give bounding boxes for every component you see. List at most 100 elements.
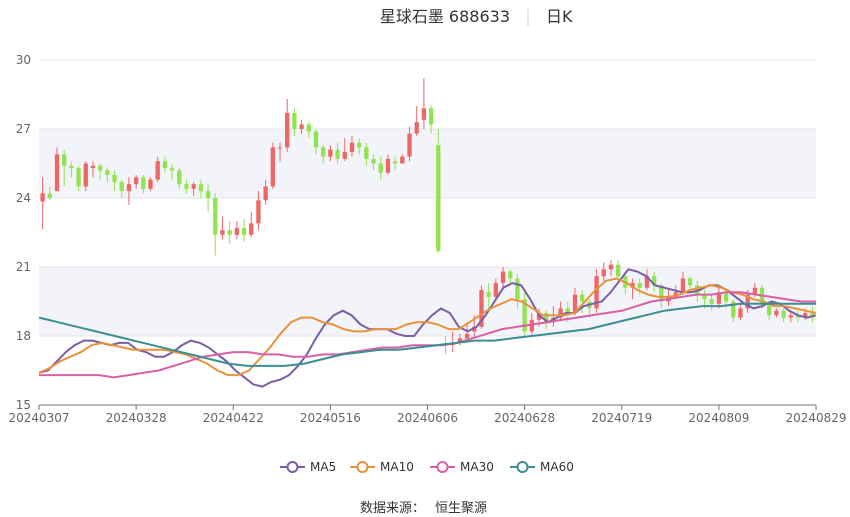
- candle-body: [76, 168, 81, 187]
- candle-body: [335, 149, 340, 159]
- candle-body: [328, 149, 333, 157]
- candle: [572, 287, 578, 316]
- candle: [299, 119, 304, 134]
- candle-body: [752, 287, 758, 295]
- candle-body: [234, 227, 240, 235]
- y-tick-label: 24: [16, 191, 31, 205]
- candle-body: [90, 165, 96, 169]
- grid-bands: [39, 129, 816, 336]
- candle-body: [500, 271, 506, 284]
- candle: [47, 186, 52, 201]
- candle-body: [565, 308, 570, 313]
- candle: [407, 126, 412, 162]
- candle-body: [659, 285, 664, 302]
- candle-body: [54, 154, 60, 192]
- candle: [97, 163, 103, 180]
- candle-body: [184, 184, 189, 189]
- candle-body: [774, 310, 779, 316]
- candle-body: [47, 193, 52, 198]
- candle: [213, 193, 218, 256]
- candle-body: [299, 124, 304, 129]
- candle: [630, 278, 635, 300]
- x-tick-label: 20240829: [785, 411, 846, 425]
- candle: [522, 292, 527, 336]
- legend-item-ma5[interactable]: MA5: [280, 460, 336, 474]
- grid-band: [39, 129, 816, 198]
- candle: [594, 269, 599, 313]
- y-tick-label: 21: [16, 260, 31, 274]
- candle-body: [407, 133, 412, 157]
- y-tick-label: 18: [16, 329, 31, 343]
- candle-body: [680, 278, 686, 293]
- source-label: 数据来源：: [360, 501, 425, 516]
- candle-body: [529, 319, 534, 332]
- candle-body: [141, 177, 146, 189]
- candle: [335, 142, 340, 164]
- candle-body: [421, 108, 427, 120]
- grid-lines: [39, 59, 816, 406]
- x-tick-label: 20240516: [300, 411, 361, 425]
- candle: [292, 108, 297, 136]
- candle-body: [522, 299, 527, 332]
- candle-body: [83, 163, 88, 187]
- legend-label: MA10: [380, 460, 414, 474]
- candle-body: [220, 230, 225, 235]
- y-axis-ticks: 15 18 21 24 27 30: [16, 53, 31, 412]
- candle: [105, 168, 110, 182]
- candle: [76, 165, 81, 192]
- candle: [385, 154, 391, 175]
- candle-body: [148, 179, 153, 189]
- candle: [69, 161, 74, 178]
- candle: [608, 260, 614, 277]
- candle: [285, 99, 290, 152]
- candle: [364, 142, 369, 166]
- x-tick-label: 20240606: [397, 411, 458, 425]
- candle-body: [630, 283, 635, 288]
- candle: [306, 122, 311, 139]
- candle: [177, 168, 182, 189]
- candle: [342, 138, 347, 162]
- candle: [436, 129, 441, 254]
- legend-label: MA60: [540, 460, 574, 474]
- candle-body: [392, 161, 398, 164]
- candle-body: [479, 290, 484, 327]
- candle: [313, 129, 319, 155]
- legend-item-ma10[interactable]: MA10: [350, 460, 414, 474]
- candle-body: [436, 145, 441, 251]
- candle: [428, 106, 434, 134]
- candle: [227, 221, 232, 244]
- candle: [601, 262, 606, 281]
- candle-body: [508, 271, 513, 279]
- candle: [241, 218, 247, 242]
- period-label[interactable]: 日K: [546, 7, 573, 26]
- candle-body: [364, 147, 369, 159]
- candle: [169, 163, 175, 180]
- candle-body: [558, 308, 563, 318]
- candle: [277, 142, 283, 162]
- candle-body: [371, 158, 376, 164]
- candle-body: [62, 154, 67, 166]
- candle: [263, 179, 268, 205]
- candle-body: [702, 294, 707, 300]
- candle-body: [767, 303, 772, 316]
- candle: [486, 283, 491, 311]
- candle-body: [637, 283, 642, 288]
- candle: [270, 142, 275, 189]
- candle-body: [97, 165, 103, 171]
- candle: [191, 181, 196, 196]
- candle-body: [205, 191, 211, 198]
- candle: [356, 138, 362, 155]
- candle-body: [177, 170, 182, 185]
- candle-body: [745, 294, 750, 309]
- candle-body: [133, 177, 139, 185]
- candle: [328, 145, 333, 162]
- candle-body: [544, 313, 549, 323]
- x-tick-label: 20240328: [106, 411, 167, 425]
- legend-item-ma30[interactable]: MA30: [430, 460, 494, 474]
- candle-body: [162, 161, 168, 169]
- candle-body: [292, 112, 297, 129]
- candle: [40, 177, 45, 230]
- candle-body: [249, 223, 254, 235]
- candle: [651, 271, 657, 293]
- legend-item-ma60[interactable]: MA60: [510, 460, 574, 474]
